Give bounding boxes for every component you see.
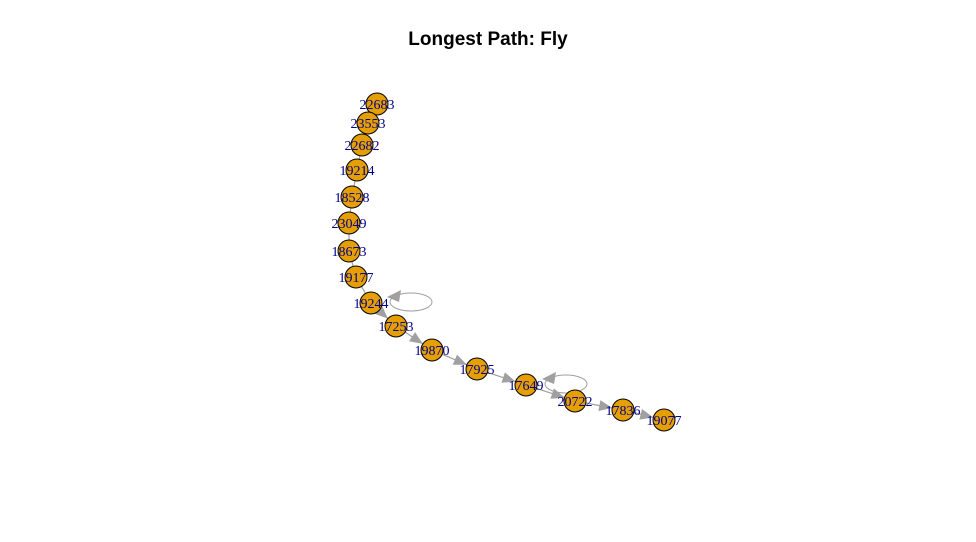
chart-title: Longest Path: Fly bbox=[408, 29, 568, 50]
node-label: 19244 bbox=[354, 297, 389, 312]
node-label: 18673 bbox=[332, 245, 367, 260]
graph-node bbox=[337, 211, 361, 235]
edge-arrowhead bbox=[501, 372, 516, 383]
edge bbox=[404, 331, 424, 345]
node-label: 23553 bbox=[351, 117, 386, 132]
edge bbox=[585, 400, 613, 411]
node-label: 19214 bbox=[340, 164, 375, 179]
node-label: 23049 bbox=[332, 217, 367, 232]
graph-node bbox=[420, 338, 444, 362]
graph-node bbox=[350, 133, 374, 157]
node-label: 17925 bbox=[460, 363, 495, 378]
graph-node bbox=[344, 265, 368, 289]
graph-node bbox=[563, 389, 587, 413]
node-label: 19870 bbox=[415, 344, 450, 359]
edge bbox=[351, 261, 354, 267]
graph-node bbox=[514, 373, 538, 397]
labels-layer: 22683 23553 22682 19214 18528 23049 18673 19177… bbox=[332, 98, 682, 429]
graph-node bbox=[337, 239, 361, 263]
edge-arrowhead bbox=[639, 408, 654, 420]
graph-node bbox=[359, 291, 383, 315]
node-label: 20722 bbox=[558, 395, 593, 410]
self-loop-arrowhead bbox=[542, 372, 556, 384]
edge bbox=[441, 353, 468, 366]
graph-node bbox=[340, 185, 364, 209]
edge-arrowhead bbox=[598, 400, 613, 411]
edge-arrowhead bbox=[374, 305, 388, 319]
graph-node bbox=[384, 314, 408, 338]
node-label: 17253 bbox=[379, 320, 414, 335]
edge-arrowhead bbox=[452, 354, 467, 365]
edge bbox=[487, 371, 516, 383]
graph-node bbox=[465, 357, 489, 381]
edge bbox=[374, 305, 389, 319]
edge bbox=[360, 286, 367, 294]
node-label: 22682 bbox=[345, 139, 380, 154]
node-label: 22683 bbox=[360, 98, 395, 113]
edge bbox=[353, 180, 356, 187]
edge bbox=[633, 408, 654, 420]
graph-node bbox=[365, 92, 389, 116]
self-loop-arrowhead bbox=[387, 290, 401, 302]
node-label: 19177 bbox=[339, 271, 374, 286]
node-label: 19077 bbox=[647, 414, 682, 429]
graph-node bbox=[611, 398, 635, 422]
edge bbox=[358, 155, 361, 160]
node-label: 17649 bbox=[509, 379, 544, 394]
nodes-layer bbox=[337, 92, 676, 432]
self-loop bbox=[387, 290, 433, 312]
self-loop bbox=[542, 372, 588, 394]
graph-node bbox=[345, 158, 369, 182]
edges-layer bbox=[348, 112, 654, 420]
graph-node bbox=[652, 408, 676, 432]
edge-arrowhead bbox=[408, 332, 423, 344]
node-label: 17836 bbox=[606, 404, 641, 419]
node-label: 18528 bbox=[335, 191, 370, 206]
self-loops-layer bbox=[387, 290, 588, 394]
graph-node bbox=[356, 111, 380, 135]
